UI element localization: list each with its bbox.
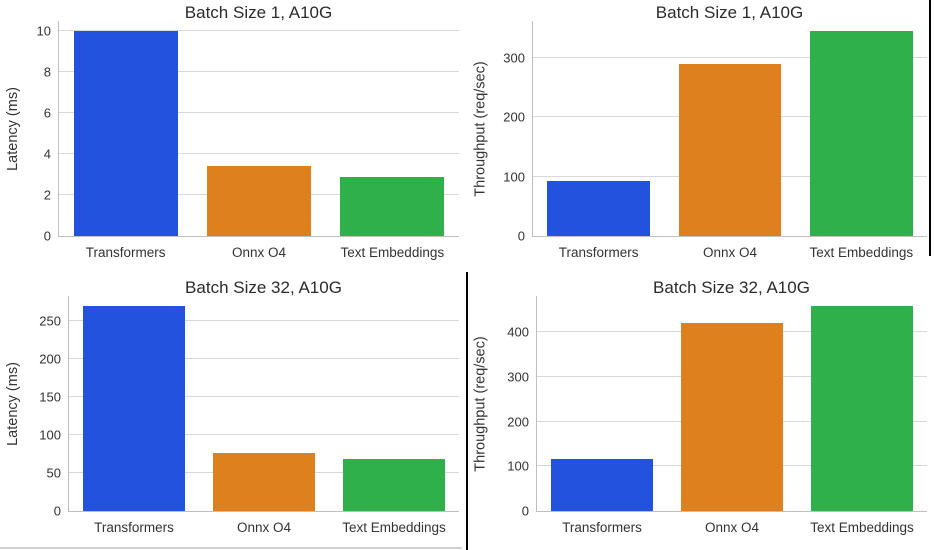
divider-line-right [929, 0, 931, 256]
bar-onnx-o4 [678, 63, 782, 236]
bar-onnx-o4 [207, 166, 311, 236]
x-tick-label: Onnx O4 [702, 245, 757, 260]
x-tick-label: Onnx O4 [231, 245, 286, 260]
plot-area-batch32-throughput: 0 100 200 300 400 Transformers Onnx O4 Text Emb… [507, 296, 927, 535]
y-tick-label: 300 [503, 50, 525, 66]
y-tick-label: 200 [39, 351, 61, 367]
y-axis-label: Throughput (req/sec) [473, 336, 489, 472]
bar-text-embeddings [343, 458, 445, 511]
y-tick-label: 8 [43, 64, 51, 80]
bar-text-embeddings [340, 176, 445, 236]
x-tick-label: Transformers [85, 245, 166, 260]
chart-panel-batch1-throughput: Batch Size 1, A10G Throughput (req/sec) … [468, 0, 935, 275]
gridline [69, 396, 459, 398]
x-tick-label: Text Embeddings [809, 245, 914, 260]
gridline [533, 56, 927, 58]
y-tick-label: 4 [43, 146, 51, 162]
y-axis-label: Throughput (req/sec) [473, 61, 489, 197]
y-tick-label: 100 [507, 458, 529, 474]
chart-panel-batch1-latency: Batch Size 1, A10G Latency (ms) 0 2 4 6 8 10 T… [0, 0, 467, 275]
y-tick-label: 300 [507, 369, 529, 385]
y-tick-label: 0 [517, 228, 525, 244]
gridline [59, 112, 459, 114]
gridline [59, 153, 459, 155]
bar-text-embeddings [811, 306, 913, 511]
chart-panel-batch32-throughput: Batch Size 32, A10G Throughput (req/sec)… [468, 275, 935, 550]
y-tick-label: 0 [53, 503, 61, 519]
y-tick-label: 50 [46, 465, 61, 481]
y-tick-label: 200 [507, 414, 529, 430]
y-tick-label: 100 [503, 169, 525, 185]
chart-title: Batch Size 1, A10G [184, 3, 333, 22]
y-axis-label: Latency (ms) [5, 87, 21, 171]
divider-line-center [466, 272, 468, 550]
bar-transformers [83, 306, 185, 511]
plot-area-batch1-latency: 0 2 4 6 8 10 Transformers Onnx O4 Text Embedding… [37, 21, 459, 260]
y-tick-label: 400 [507, 324, 529, 340]
bar-transformers [547, 180, 650, 236]
y-tick-label: 0 [521, 503, 529, 519]
y-tick-label: 6 [43, 105, 51, 121]
chart-title: Batch Size 32, A10G [185, 278, 342, 297]
x-tick-label: Text Embeddings [810, 520, 914, 535]
plot-area-batch1-throughput: 0 100 200 300 Transformers Onnx O4 Text Embedd… [503, 21, 927, 260]
plot-area-batch32-latency: 0 50 100 150 200 250 Transformers Onnx O4 Text E… [39, 296, 459, 535]
chart-title: Batch Size 1, A10G [655, 3, 804, 22]
x-tick-label: Transformers [94, 520, 174, 535]
gridline [59, 71, 459, 73]
y-tick-label: 10 [36, 23, 51, 39]
bar-onnx-o4 [681, 322, 783, 511]
x-tick-label: Transformers [562, 520, 642, 535]
y-tick-label: 0 [43, 228, 51, 244]
x-tick-label: Text Embeddings [342, 520, 446, 535]
bar-transformers [73, 31, 178, 236]
x-tick-label: Text Embeddings [340, 245, 445, 260]
gridline [69, 358, 459, 360]
x-tick-label: Onnx O4 [236, 520, 291, 535]
y-tick-label: 2 [43, 187, 51, 203]
bar-text-embeddings [810, 31, 913, 236]
bar-onnx-o4 [213, 453, 315, 511]
y-axis-label: Latency (ms) [5, 362, 21, 446]
gridline [59, 30, 459, 32]
y-tick-label: 250 [39, 313, 61, 329]
gridline [69, 320, 459, 322]
x-tick-label: Onnx O4 [704, 520, 759, 535]
chart-panel-batch32-latency: Batch Size 32, A10G Latency (ms) 0 50 100 1… [0, 275, 467, 550]
divider-line-bottom [0, 547, 462, 549]
y-tick-label: 150 [39, 389, 61, 405]
bar-transformers [551, 458, 653, 511]
x-tick-label: Transformers [558, 245, 639, 260]
chart-title: Batch Size 32, A10G [653, 278, 810, 297]
y-tick-label: 100 [39, 427, 61, 443]
gridline [69, 434, 459, 436]
y-tick-label: 200 [503, 109, 525, 125]
